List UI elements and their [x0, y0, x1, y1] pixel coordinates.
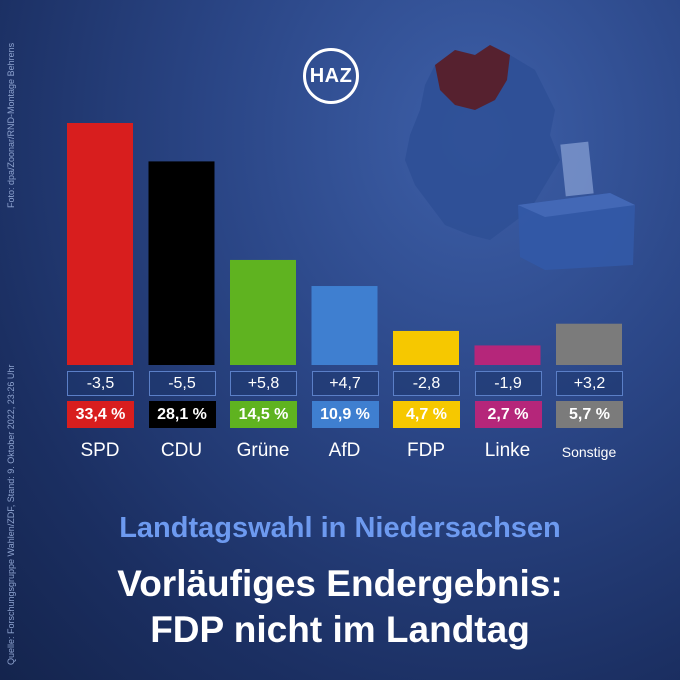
value-label-sonstige: 5,7 %	[556, 401, 623, 428]
bar-grüne	[230, 259, 296, 365]
headline-line-2: FDP nicht im Landtag	[150, 609, 530, 650]
bar-afd	[311, 286, 378, 365]
change-label-cdu: -5,5	[148, 371, 216, 396]
value-label-linke: 2,7 %	[474, 401, 542, 428]
category-label-spd: SPD	[80, 440, 120, 461]
haz-logo: HAZ	[303, 48, 359, 104]
change-label-linke: -1,9	[474, 371, 542, 396]
germany-map-ballot-box-illustration	[405, 45, 635, 270]
chart-subtitle: Landtagswahl in Niedersachsen	[119, 512, 561, 544]
bar-chart	[67, 123, 622, 365]
category-label-fdp: FDP	[407, 440, 445, 461]
bar-sonstige	[556, 323, 622, 365]
category-label-linke: Linke	[484, 440, 531, 461]
value-label-spd: 33,4 %	[67, 401, 134, 428]
change-label-afd: +4,7	[311, 371, 379, 396]
category-label-sonstige: Sonstige	[561, 444, 617, 460]
logo-text: HAZ	[309, 64, 353, 87]
bar-cdu	[148, 161, 215, 365]
bar-linke	[474, 345, 541, 365]
headline-line-1: Vorläufiges Endergebnis:	[117, 563, 563, 604]
category-label-grüne: Grüne	[236, 440, 290, 461]
value-label-afd: 10,9 %	[311, 401, 379, 428]
change-label-fdp: -2,8	[393, 371, 460, 396]
change-label-sonstige: +3,2	[556, 371, 623, 396]
category-label-afd: AfD	[328, 440, 361, 461]
value-label-fdp: 4,7 %	[393, 401, 460, 428]
change-label-spd: -3,5	[67, 371, 134, 396]
value-label-cdu: 28,1 %	[148, 401, 216, 428]
value-label-grüne: 14,5 %	[230, 401, 297, 428]
bar-fdp	[393, 330, 459, 365]
category-label-cdu: CDU	[160, 440, 203, 461]
bar-spd	[67, 123, 133, 365]
change-label-grüne: +5,8	[230, 371, 297, 396]
